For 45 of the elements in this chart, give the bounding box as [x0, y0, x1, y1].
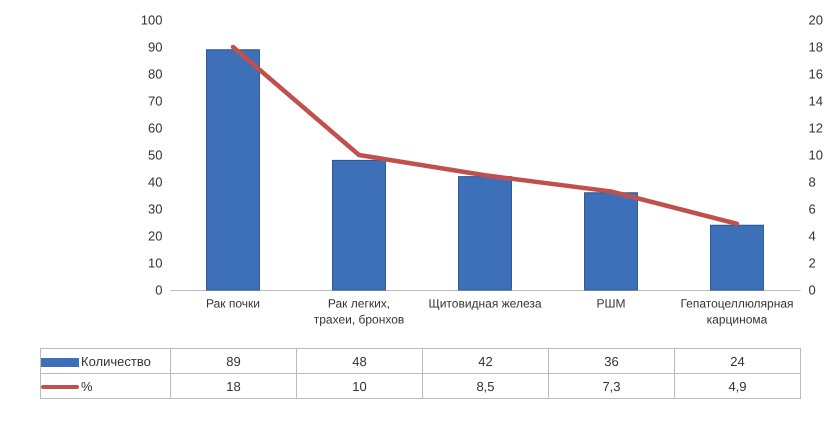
y-tick-label: 10 — [148, 256, 162, 270]
y-tick-label: 70 — [148, 94, 162, 108]
x-tick-label: Рак почки — [206, 296, 260, 310]
x-tick-label: Гепатоцеллюлярная карцинома — [680, 296, 794, 326]
bar — [710, 224, 764, 290]
y-tick-label: 0 — [155, 282, 162, 298]
y2-tick-label: 18 — [808, 40, 823, 54]
y-tick-label: 100 — [140, 12, 162, 28]
legend-label: Количество — [40, 348, 170, 374]
line-series — [230, 44, 740, 226]
data-label: 24 — [674, 348, 800, 374]
bar — [458, 176, 512, 290]
y2-tick-label: 2 — [808, 256, 816, 270]
y2-tick-label: 6 — [808, 202, 816, 216]
y2-tick-label: 12 — [808, 120, 823, 136]
data-label: 4,9 — [674, 374, 800, 398]
y-tick-label: 40 — [148, 174, 162, 190]
legend-label: % — [40, 374, 170, 398]
y2-tick-label: 0 — [808, 282, 816, 298]
data-label: 7,3 — [548, 374, 674, 398]
data-label: 8,5 — [422, 374, 548, 398]
x-tick-label: Рак легких, трахеи, бронхов — [314, 296, 404, 326]
bar — [206, 49, 260, 290]
y-tick-label: 90 — [148, 40, 162, 54]
y2-tick-label: 4 — [808, 228, 816, 244]
data-label: 18 — [170, 374, 296, 398]
y-tick-label: 20 — [148, 228, 162, 244]
bar — [584, 192, 638, 290]
data-label: 36 — [548, 348, 674, 374]
y2-tick-label: 16 — [808, 66, 823, 82]
data-label: 42 — [422, 348, 548, 374]
data-label: 89 — [170, 348, 296, 374]
y-tick-label: 60 — [148, 120, 162, 136]
x-tick-label: Щитовидная железа — [428, 296, 542, 310]
y-tick-label: 30 — [148, 202, 162, 216]
data-label: 48 — [296, 348, 422, 374]
bar — [332, 160, 386, 290]
y2-tick-label: 10 — [808, 148, 823, 162]
x-tick-label: РШМ — [596, 296, 626, 310]
y2-tick-label: 14 — [808, 94, 823, 108]
y-tick-label: 80 — [148, 66, 162, 82]
data-label: 10 — [296, 374, 422, 398]
y2-tick-label: 20 — [808, 12, 823, 28]
y-tick-label: 50 — [148, 148, 162, 162]
y2-tick-label: 8 — [808, 174, 816, 190]
